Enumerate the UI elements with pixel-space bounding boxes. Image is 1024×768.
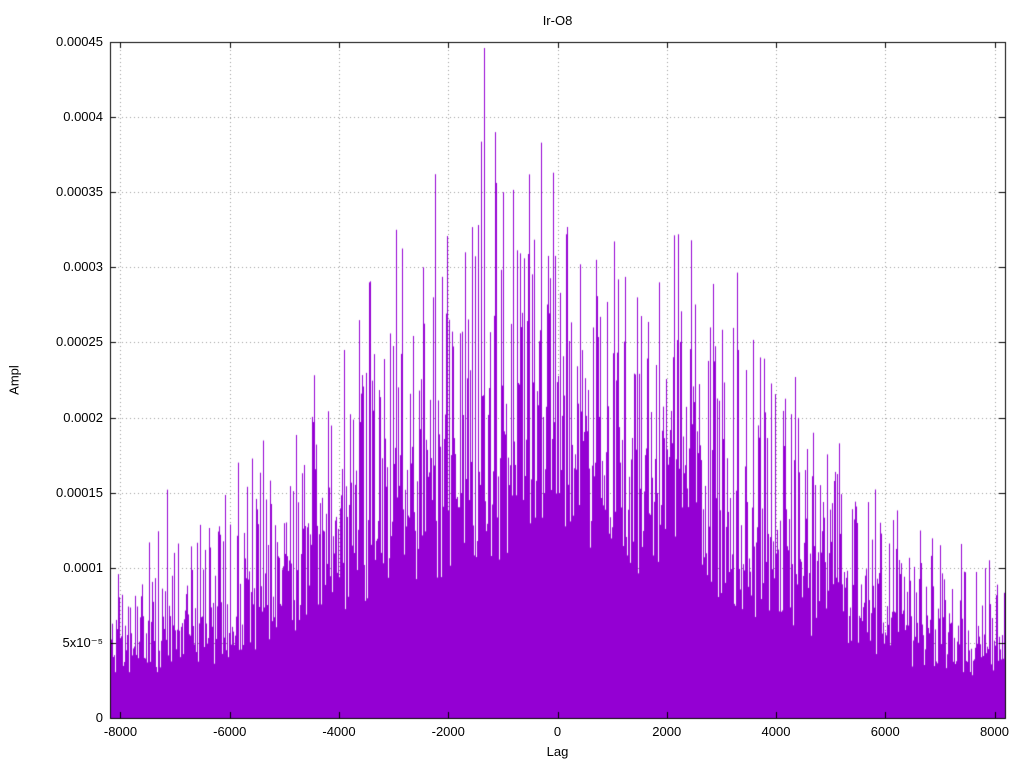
y-tick-label: 0.0001 bbox=[63, 559, 103, 575]
x-tick-label: 2000 bbox=[652, 724, 682, 739]
x-tick-label: -4000 bbox=[322, 724, 356, 739]
x-tick-label: -6000 bbox=[213, 724, 247, 739]
y-axis-label: Ampl bbox=[6, 365, 22, 395]
y-tick-label: 0.00025 bbox=[56, 334, 103, 350]
chart-title: Ir-O8 bbox=[542, 13, 573, 28]
y-tick-label: 0.00035 bbox=[56, 184, 103, 200]
y-tick-label: 0.0002 bbox=[63, 409, 103, 425]
y-tick-label: 0 bbox=[95, 710, 103, 725]
y-tick-label: 0.0004 bbox=[63, 109, 103, 125]
y-tick-label: 0.00045 bbox=[56, 34, 103, 49]
x-tick-label: -8000 bbox=[103, 724, 138, 739]
x-tick-label: 4000 bbox=[761, 724, 791, 739]
y-tick-label: 0.0003 bbox=[63, 259, 103, 275]
y-tick-label: 5x10⁻⁵ bbox=[62, 634, 103, 650]
x-tick-label: 0 bbox=[553, 724, 562, 739]
y-tick-label: 0.00015 bbox=[56, 484, 103, 500]
x-tick-label: 8000 bbox=[980, 724, 1009, 739]
x-tick-label: 6000 bbox=[870, 724, 900, 739]
x-tick-label: -2000 bbox=[431, 724, 465, 739]
x-axis-label: Lag bbox=[546, 744, 569, 759]
